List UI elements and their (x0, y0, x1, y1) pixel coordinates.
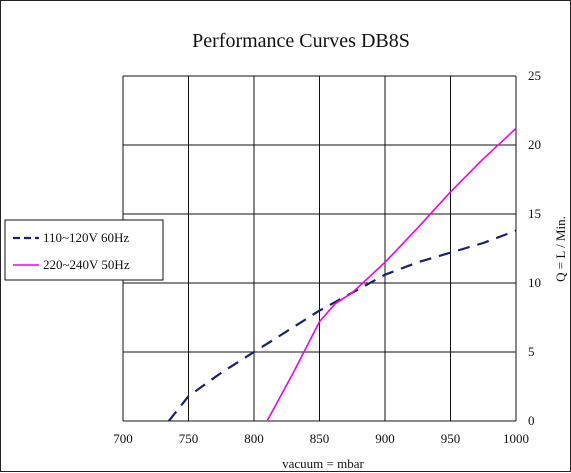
legend: 110~120V 60Hz 220~240V 50Hz (4, 219, 164, 281)
legend-label-1: 110~120V 60Hz (43, 230, 129, 245)
chart-title: Performance Curves DB8S (192, 30, 410, 52)
series-lines (167, 127, 517, 422)
series-line-2 (266, 127, 517, 422)
x-axis-ticks: 700 750 800 850 900 950 1000 (113, 431, 529, 446)
y-tick-label: 15 (528, 206, 541, 221)
legend-label-2: 220~240V 50Hz (43, 257, 130, 272)
x-tick-label: 850 (310, 431, 330, 446)
plot-grid (122, 75, 517, 422)
y-tick-label: 20 (528, 137, 541, 152)
x-tick-label: 700 (113, 431, 133, 446)
x-tick-label: 900 (375, 431, 395, 446)
x-tick-label: 800 (244, 431, 264, 446)
y-tick-label: 5 (528, 344, 535, 359)
y-tick-label: 10 (528, 275, 541, 290)
x-tick-label: 750 (179, 431, 199, 446)
y-axis-label: Q = L / Min. (553, 216, 568, 282)
series-line-1 (167, 229, 517, 422)
x-tick-label: 1000 (503, 431, 529, 446)
x-tick-label: 950 (441, 431, 461, 446)
y-axis-ticks: 0 5 10 15 20 25 (528, 68, 541, 428)
legend-box (4, 219, 164, 281)
y-tick-label: 25 (528, 68, 541, 83)
y-tick-label: 0 (528, 413, 535, 428)
x-axis-label: vacuum = mbar (282, 456, 364, 471)
